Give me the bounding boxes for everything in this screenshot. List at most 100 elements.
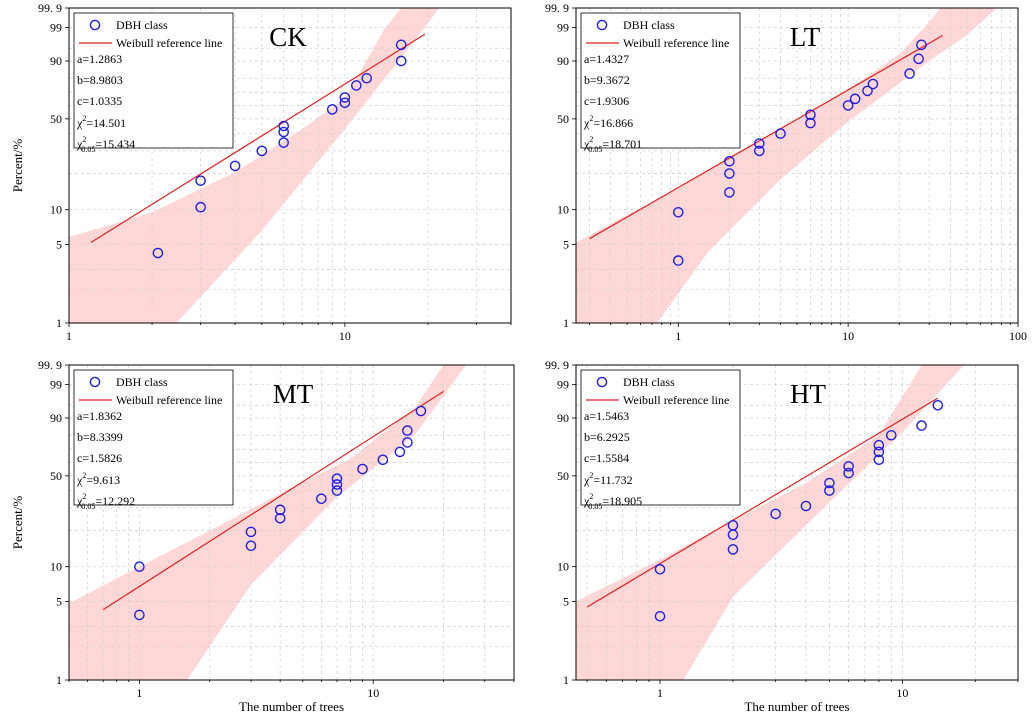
data-point — [351, 80, 362, 91]
legend-label-weibull: Weibull reference line — [623, 36, 729, 50]
data-point — [395, 39, 407, 51]
panel-title: LT — [790, 22, 821, 52]
panel-title: HT — [790, 379, 826, 409]
legend-box — [73, 369, 234, 506]
plot-frame — [68, 364, 515, 681]
legend-box — [73, 12, 234, 149]
legend-label-weibull: Weibull reference line — [116, 393, 222, 407]
x-tick-label: 1 — [136, 686, 142, 700]
data-point — [724, 187, 735, 198]
y-tick-label: 5 — [56, 594, 62, 608]
y-tick-label: 99. 9 — [38, 1, 62, 15]
confidence-band — [69, 8, 477, 323]
chart-panel-mt: 1 10 1 5 10 50 90 99 99. 9 MT Percent/% The number … — [10, 358, 515, 714]
data-point — [754, 138, 765, 149]
y-tick-label: 99. 9 — [545, 1, 569, 15]
y-tick-label: 90 — [557, 411, 569, 425]
data-point — [357, 463, 368, 475]
plot-frame — [575, 364, 1019, 681]
stat-a: a=1.4327 — [584, 52, 629, 66]
x-axis-title: The number of trees — [744, 699, 849, 714]
data-point — [316, 493, 327, 505]
y-tick-label: 1 — [563, 673, 569, 687]
stat-b: b=8.3399 — [77, 430, 123, 444]
legend-marker-dbh — [596, 19, 608, 31]
x-tick-label: 1 — [675, 329, 681, 343]
panel-title: MT — [273, 379, 314, 409]
stat-chi2: χ2=9.613 — [76, 471, 120, 487]
y-tick-label: 1 — [56, 673, 62, 687]
chart-panel-ck: 1 10 1 5 10 50 90 99 99. 9 CK Percent/% DBH class We… — [10, 1, 512, 343]
x-tick-label: 1 — [66, 329, 72, 343]
data-point — [724, 155, 735, 167]
y-tick-label: 99 — [557, 378, 569, 392]
stat-chi2-critical: χ2 0.05=15.434 — [76, 135, 135, 154]
data-point — [152, 247, 164, 259]
y-tick-label: 5 — [563, 237, 569, 251]
stat-b: b=9.3672 — [584, 73, 630, 87]
stat-chi2: χ2=11.732 — [583, 471, 633, 487]
data-point — [873, 439, 885, 451]
data-point — [395, 55, 407, 67]
weibull-reference-line — [589, 35, 943, 240]
data-point — [916, 420, 927, 431]
stat-a: a=1.5463 — [584, 409, 629, 423]
y-tick-label: 90 — [50, 54, 62, 68]
data-point — [775, 128, 786, 139]
data-point — [805, 109, 816, 121]
stat-c: c=1.9306 — [584, 94, 629, 108]
data-point — [913, 53, 924, 65]
data-point — [256, 145, 268, 157]
data-point — [331, 485, 343, 496]
y-tick-label: 99. 9 — [38, 358, 62, 372]
data-point — [278, 126, 289, 138]
y-tick-label: 10 — [557, 560, 569, 574]
x-tick-label: 10 — [842, 329, 854, 343]
data-point — [862, 85, 873, 97]
data-point — [885, 429, 897, 441]
data-point — [727, 520, 739, 531]
x-axis-title: The number of trees — [239, 699, 344, 714]
y-tick-label: 99. 9 — [545, 358, 569, 372]
stat-c: c=1.0335 — [77, 94, 122, 108]
y-tick-label: 50 — [50, 112, 62, 126]
y-tick-label: 10 — [50, 203, 62, 217]
y-tick-label: 90 — [557, 54, 569, 68]
data-point — [873, 454, 885, 466]
chart-panel-lt: 1 10 100 1 5 10 50 90 99 99. 9 LT DBH class Weibull … — [545, 1, 1027, 343]
data-point — [339, 97, 351, 109]
data-point — [245, 540, 257, 552]
data-point — [402, 437, 413, 448]
data-point — [274, 504, 286, 516]
chart-panel-ht: 1 10 1 5 10 50 90 99 99. 9 HT The number of trees D… — [545, 358, 1019, 714]
legend-box — [580, 369, 741, 506]
data-point — [278, 137, 289, 148]
legend-label-weibull: Weibull reference line — [116, 36, 222, 50]
y-tick-label: 1 — [56, 316, 62, 330]
weibull-reference-line — [102, 390, 444, 611]
panel-title: CK — [269, 22, 307, 52]
data-point — [727, 544, 739, 555]
y-tick-label: 5 — [563, 594, 569, 608]
data-point — [843, 461, 854, 472]
plot-frame — [68, 7, 512, 324]
stat-chi2: χ2=14.501 — [76, 114, 126, 130]
data-point — [824, 477, 835, 489]
y-tick-label: 50 — [557, 112, 569, 126]
y-tick-label: 99 — [557, 21, 569, 35]
data-point — [904, 68, 915, 79]
data-point — [245, 526, 257, 538]
data-point — [849, 93, 861, 105]
data-point — [916, 39, 927, 51]
weibull-reference-line — [90, 33, 426, 244]
stat-c: c=1.5826 — [77, 451, 122, 465]
weibull-reference-line — [586, 397, 939, 608]
data-point — [394, 446, 406, 458]
stat-chi2-critical: χ2 0.05=18.701 — [583, 135, 642, 154]
y-tick-label: 10 — [50, 560, 62, 574]
legend-marker-dbh — [89, 376, 101, 388]
x-tick-label: 10 — [339, 329, 351, 343]
x-tick-label: 1 — [657, 686, 663, 700]
y-tick-label: 99 — [50, 378, 62, 392]
